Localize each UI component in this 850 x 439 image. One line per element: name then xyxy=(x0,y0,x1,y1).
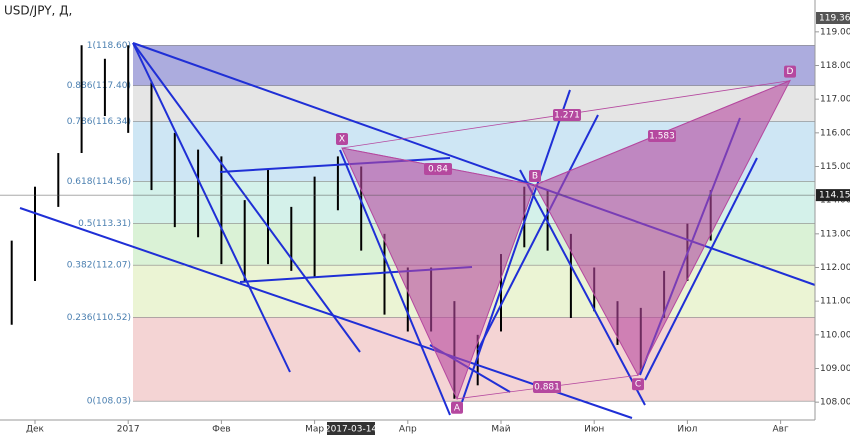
pattern-point-box xyxy=(632,378,644,391)
x-tick-label: Дек xyxy=(26,425,45,435)
fib-label: 0.618(114.56) xyxy=(67,177,131,187)
y-tick-label: 117.00 xyxy=(820,95,850,105)
fib-label: 0.5(113.31) xyxy=(78,219,131,229)
y-tick-label: 111.00 xyxy=(820,297,850,307)
pattern-point-box xyxy=(336,132,348,145)
fib-label: 0.786(116.34) xyxy=(67,117,131,127)
axes: 108.00 109.00 110.00 111.00 112.00 113.00 114.… xyxy=(0,12,850,435)
y-tick-label: 113.00 xyxy=(820,229,850,239)
top-price: 119.36 xyxy=(819,14,850,24)
ratio-box xyxy=(553,109,581,121)
ratio-label: 0.881 xyxy=(534,383,560,393)
ratio-box xyxy=(648,130,676,142)
trend-line xyxy=(19,207,633,419)
x-tick-label: Июл xyxy=(677,425,697,435)
pattern-point-label: A xyxy=(454,403,461,413)
trend-line xyxy=(132,42,291,373)
pattern-point-label: C xyxy=(635,380,641,390)
trend-line xyxy=(477,114,599,351)
ratio-label: 0.84 xyxy=(428,165,448,175)
fib-label: 0.236(110.52) xyxy=(67,313,131,323)
y-tick-label: 109.00 xyxy=(820,364,850,374)
y-tick-label: 118.00 xyxy=(820,61,850,71)
cursor-label: 2017-03-14 xyxy=(325,425,378,435)
trend-line xyxy=(519,169,646,406)
y-tick-label: 115.00 xyxy=(820,162,850,172)
price-label-box xyxy=(816,12,850,24)
fib-band xyxy=(133,45,815,86)
fib-label: 1(118.60) xyxy=(87,41,131,51)
y-tick-label: 110.00 xyxy=(820,330,850,340)
pattern-point-label: X xyxy=(339,134,345,144)
pattern-point-label: D xyxy=(787,67,794,77)
x-tick-label: Авг xyxy=(772,425,788,435)
x-tick-label: Фев xyxy=(212,425,231,435)
price-axis xyxy=(815,0,850,435)
pattern-point-box xyxy=(529,170,541,183)
cursor-label-box xyxy=(327,422,375,435)
chart-title: USD/JPY, Д, xyxy=(4,4,72,18)
harmonic-pattern: X A B C D 0.84 1.271 1.583 0.881 xyxy=(336,65,796,414)
price-label-box xyxy=(816,189,850,202)
y-tick-label: 116.00 xyxy=(820,128,850,138)
last-price: 114.15 xyxy=(819,191,850,201)
x-tick-label: Апр xyxy=(399,425,417,435)
fib-band xyxy=(133,85,815,122)
pattern-point-box xyxy=(784,65,796,78)
pattern-point-label: B xyxy=(532,172,538,182)
trend-lines xyxy=(19,42,816,419)
x-tick-label: Мар xyxy=(305,425,324,435)
ratio-box xyxy=(533,381,561,393)
x-tick-label: Май xyxy=(491,425,510,435)
x-tick-label: Июн xyxy=(584,425,604,435)
trend-line xyxy=(339,149,451,416)
y-tick-label: 112.00 xyxy=(820,263,850,273)
trend-line xyxy=(461,89,571,403)
fib-label: 0.382(112.07) xyxy=(67,261,131,271)
fib-label: 0.886(117.40) xyxy=(67,81,131,91)
trend-line xyxy=(132,42,361,353)
trend-line xyxy=(219,157,451,173)
ratio-label: 1.271 xyxy=(554,111,580,121)
y-tick-label: 119.00 xyxy=(820,27,850,37)
ratio-label: 1.583 xyxy=(649,132,675,142)
pattern-point-box xyxy=(451,401,463,414)
ratio-box xyxy=(424,163,452,175)
x-tick-label: 2017 xyxy=(117,425,140,435)
y-tick-label: 108.00 xyxy=(820,398,850,408)
fib-label: 0(108.03) xyxy=(87,397,131,407)
